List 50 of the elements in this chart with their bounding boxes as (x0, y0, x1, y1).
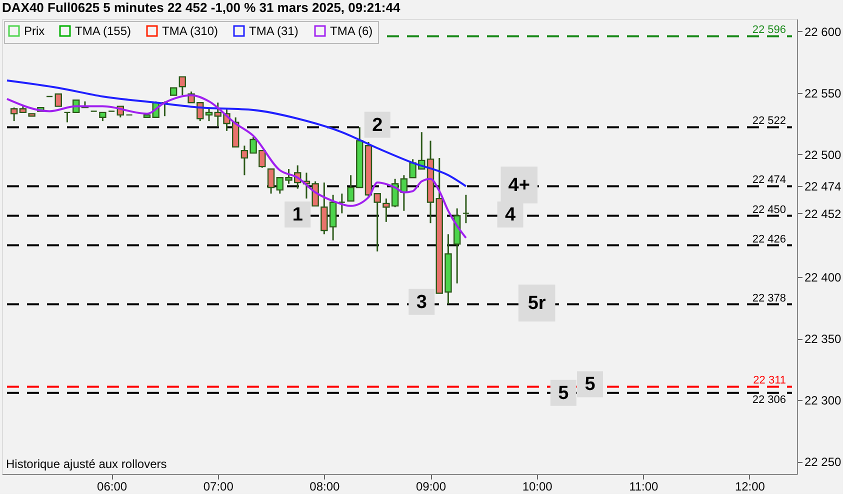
ref-line-label: 22 426 (752, 233, 786, 246)
ref-line-label: 22 474 (752, 174, 786, 186)
annotation: 3 (416, 292, 427, 313)
candlestick (161, 100, 168, 117)
chart-title: DAX40 Full0625 5 minutes 22 452 -1,00 % 31 mars 2025, 09:21:44 (2, 0, 401, 15)
ref-line-label: 22 596 (752, 24, 786, 36)
y-tick-label: 22 350 (804, 332, 842, 346)
x-tick-label: 10:00 (522, 480, 553, 494)
legend-label: TMA (310) (162, 24, 218, 38)
candlestick (178, 76, 186, 96)
x-tick-label: 08:00 (310, 480, 340, 494)
legend-label: TMA (155) (75, 24, 132, 38)
y-tick-label: 22 600 (804, 24, 842, 39)
annotation: 4 (504, 204, 516, 226)
annotation: 2 (372, 114, 383, 136)
annotation: 5r (528, 293, 546, 314)
y-tick-label: 22 300 (804, 394, 842, 408)
x-tick-label: 09:00 (416, 480, 446, 494)
annotation: 5 (558, 382, 570, 404)
legend-label: Prix (24, 24, 45, 38)
candlestick (64, 112, 71, 124)
x-tick-label: 11:00 (629, 480, 659, 494)
ref-line-label: 22 450 (752, 204, 786, 216)
annotation: 1 (292, 204, 304, 226)
candlestick (338, 192, 346, 214)
y-tick-label: 22 474 (804, 180, 842, 194)
candlestick (10, 106, 18, 122)
candlestick (205, 108, 213, 122)
ref-line-label: 22 378 (752, 292, 786, 304)
annotation: 5 (584, 374, 596, 396)
candlestick (267, 168, 275, 194)
annotation: Historique ajusté aux rollovers (6, 457, 167, 471)
x-tick-label: 07:00 (203, 480, 234, 494)
y-tick-label: 22 250 (804, 455, 842, 470)
candlestick (462, 194, 470, 224)
x-tick-label: 06:00 (97, 480, 128, 494)
y-tick-label: 22 550 (804, 86, 842, 100)
y-tick-label: 22 452 (804, 206, 842, 221)
y-tick-label: 22 400 (804, 270, 842, 285)
line-series (6, 79, 467, 188)
ref-line-label: 22 522 (752, 115, 786, 128)
x-tick-label: 12:00 (734, 480, 766, 494)
ref-line-label: 22 311 (753, 374, 786, 387)
legend-label: TMA (6) (330, 24, 373, 38)
ref-line-label: 22 306 (752, 394, 786, 406)
line-series (6, 94, 467, 239)
y-tick-label: 22 500 (804, 148, 842, 162)
annotation: 4+ (508, 175, 530, 196)
candlestick (54, 93, 62, 107)
legend-label: TMA (31) (249, 24, 298, 38)
